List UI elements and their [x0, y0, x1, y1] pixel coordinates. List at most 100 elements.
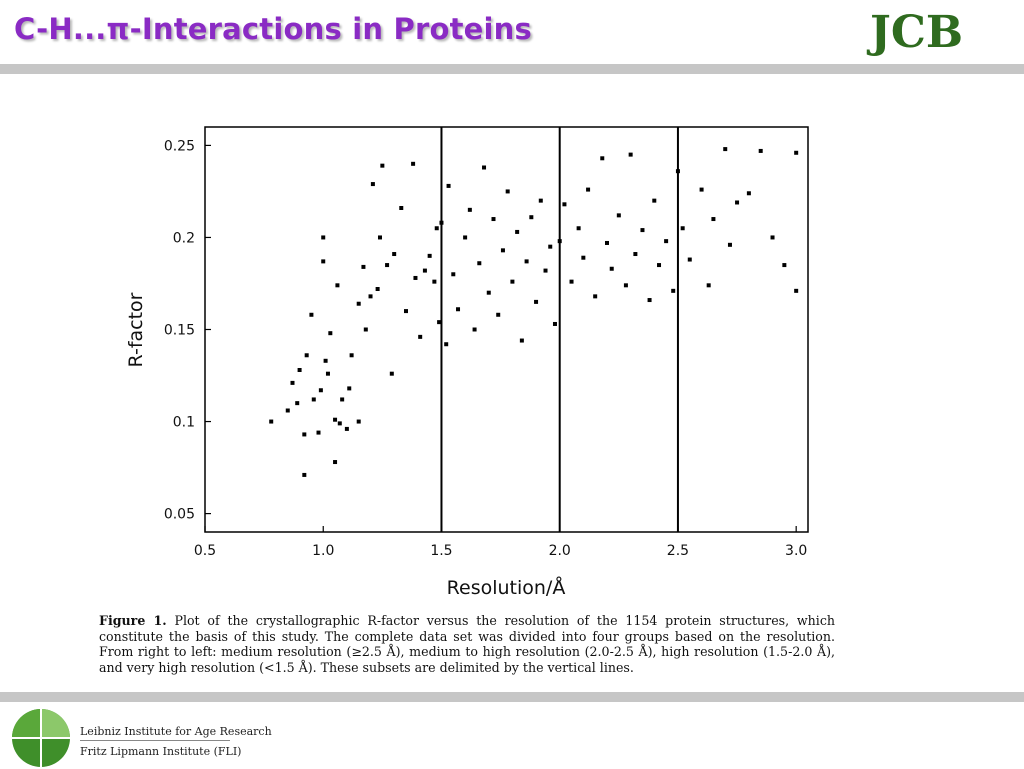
data-point: [333, 417, 338, 422]
data-point: [463, 235, 468, 240]
data-point: [290, 380, 295, 385]
data-point: [519, 338, 524, 343]
footer-separator: [80, 740, 230, 741]
data-point: [311, 397, 316, 402]
data-point: [285, 408, 290, 413]
x-axis-label: Resolution/Å: [447, 576, 566, 599]
data-point: [557, 239, 562, 244]
data-point: [389, 371, 394, 376]
data-point: [723, 147, 728, 152]
data-point: [344, 426, 349, 431]
data-point: [562, 202, 567, 207]
y-tick-label: 0.25: [164, 138, 195, 154]
data-point: [304, 353, 309, 358]
data-point: [505, 189, 510, 194]
data-point: [316, 430, 321, 435]
data-point: [711, 217, 716, 222]
data-point: [392, 252, 397, 257]
data-point: [340, 397, 345, 402]
x-tick-label: 1.5: [430, 543, 452, 559]
bottom-divider-bar: [0, 692, 1024, 702]
data-point: [404, 309, 408, 314]
data-point: [399, 206, 404, 210]
figure-caption: Figure 1. Plot of the crystallographic R…: [99, 613, 835, 675]
data-point: [451, 272, 456, 277]
data-point: [302, 432, 307, 437]
data-point: [746, 191, 751, 196]
data-point: [616, 213, 621, 218]
data-point: [418, 334, 423, 339]
y-tick-label: 0.2: [173, 230, 195, 246]
jcb-logo-text: JCB: [866, 7, 963, 56]
x-ticks: 0.5 1.0 1.5 2.0 2.5 3.0: [194, 526, 807, 559]
data-point: [347, 386, 352, 391]
y-axis-label: R-factor: [125, 292, 147, 367]
data-point: [758, 148, 763, 153]
data-point: [380, 163, 385, 168]
data-point: [735, 200, 740, 205]
data-point: [605, 240, 609, 245]
data-point: [456, 307, 461, 312]
data-point: [269, 419, 274, 424]
data-point: [576, 226, 581, 231]
data-point: [385, 263, 390, 268]
data-point: [482, 165, 487, 170]
jcb-logo: JCB: [862, 4, 1012, 56]
y-tick-label: 0.15: [164, 323, 195, 339]
data-point: [356, 301, 361, 306]
data-point: [413, 275, 418, 280]
x-tick-label: 3.0: [785, 543, 807, 559]
data-point: [628, 152, 633, 157]
data-point: [569, 279, 574, 284]
x-tick-label: 0.5: [194, 543, 216, 559]
data-point: [623, 283, 628, 288]
data-point: [295, 401, 300, 406]
data-point: [543, 268, 548, 273]
data-point: [510, 279, 515, 284]
data-point: [363, 327, 368, 332]
data-point: [439, 220, 444, 225]
data-point: [323, 358, 328, 363]
data-point: [333, 460, 338, 465]
data-point: [325, 371, 330, 376]
data-point: [524, 259, 529, 264]
data-point: [640, 228, 645, 233]
data-point: [444, 342, 449, 347]
data-point: [427, 253, 432, 258]
plot-frame: [204, 126, 809, 533]
caption-label: Figure 1.: [99, 613, 167, 628]
data-point: [671, 288, 676, 293]
data-point: [538, 198, 543, 203]
data-point: [434, 226, 439, 231]
data-point: [706, 283, 711, 288]
x-tick-label: 2.5: [667, 543, 689, 559]
data-point: [534, 299, 539, 304]
data-point: [349, 353, 354, 358]
data-point: [782, 263, 787, 268]
caption-text: Plot of the crystallographic R-factor ve…: [99, 613, 835, 675]
data-point: [657, 263, 662, 268]
data-point: [335, 283, 340, 288]
data-point: [687, 257, 692, 262]
data-point: [411, 161, 416, 166]
x-tick-label: 2.0: [549, 543, 571, 559]
data-point: [593, 294, 598, 299]
data-point: [548, 244, 553, 249]
data-point: [337, 421, 342, 426]
data-point: [328, 331, 333, 336]
data-point: [467, 207, 472, 212]
data-point: [496, 312, 501, 317]
y-tick-label: 0.1: [173, 415, 195, 431]
data-point: [321, 235, 326, 240]
x-tick-label: 1.0: [312, 543, 334, 559]
fli-logo-icon: [12, 709, 70, 767]
data-point: [302, 472, 307, 477]
footer-line-1: Leibniz Institute for Age Research: [80, 725, 272, 738]
data-point: [633, 252, 638, 257]
data-point: [318, 388, 323, 393]
data-point: [794, 150, 799, 155]
data-point: [794, 288, 799, 293]
vertical-divider-lines: [440, 127, 679, 532]
data-point: [581, 255, 586, 260]
